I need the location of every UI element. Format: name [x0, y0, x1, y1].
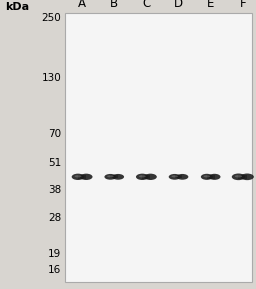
Text: 250: 250	[42, 13, 61, 23]
Ellipse shape	[144, 174, 157, 180]
Ellipse shape	[172, 175, 178, 177]
Ellipse shape	[204, 175, 210, 177]
Ellipse shape	[235, 175, 242, 177]
Text: kDa: kDa	[5, 1, 29, 12]
Text: D: D	[174, 0, 183, 10]
FancyBboxPatch shape	[142, 175, 151, 179]
Ellipse shape	[104, 174, 116, 180]
Ellipse shape	[209, 174, 220, 180]
Ellipse shape	[240, 173, 254, 180]
Ellipse shape	[176, 174, 188, 180]
Text: 28: 28	[48, 213, 61, 223]
Text: 19: 19	[48, 249, 61, 259]
FancyBboxPatch shape	[65, 13, 252, 282]
Ellipse shape	[201, 174, 213, 180]
FancyBboxPatch shape	[110, 175, 118, 178]
Text: 16: 16	[48, 264, 61, 275]
Text: F: F	[240, 0, 246, 10]
FancyBboxPatch shape	[239, 175, 247, 179]
Text: 51: 51	[48, 158, 61, 168]
Ellipse shape	[74, 175, 81, 177]
Text: 130: 130	[42, 73, 61, 83]
Ellipse shape	[139, 175, 146, 177]
Ellipse shape	[232, 173, 245, 180]
Text: 70: 70	[48, 129, 61, 139]
Ellipse shape	[136, 174, 149, 180]
Text: B: B	[110, 0, 118, 10]
Text: C: C	[142, 0, 151, 10]
Text: 38: 38	[48, 185, 61, 195]
Ellipse shape	[107, 175, 114, 177]
Text: E: E	[207, 0, 214, 10]
Ellipse shape	[169, 174, 181, 180]
Ellipse shape	[72, 174, 84, 180]
FancyBboxPatch shape	[175, 175, 182, 178]
FancyBboxPatch shape	[78, 175, 86, 179]
FancyBboxPatch shape	[207, 175, 215, 179]
Text: A: A	[78, 0, 86, 10]
Ellipse shape	[112, 174, 124, 180]
Ellipse shape	[80, 174, 92, 180]
